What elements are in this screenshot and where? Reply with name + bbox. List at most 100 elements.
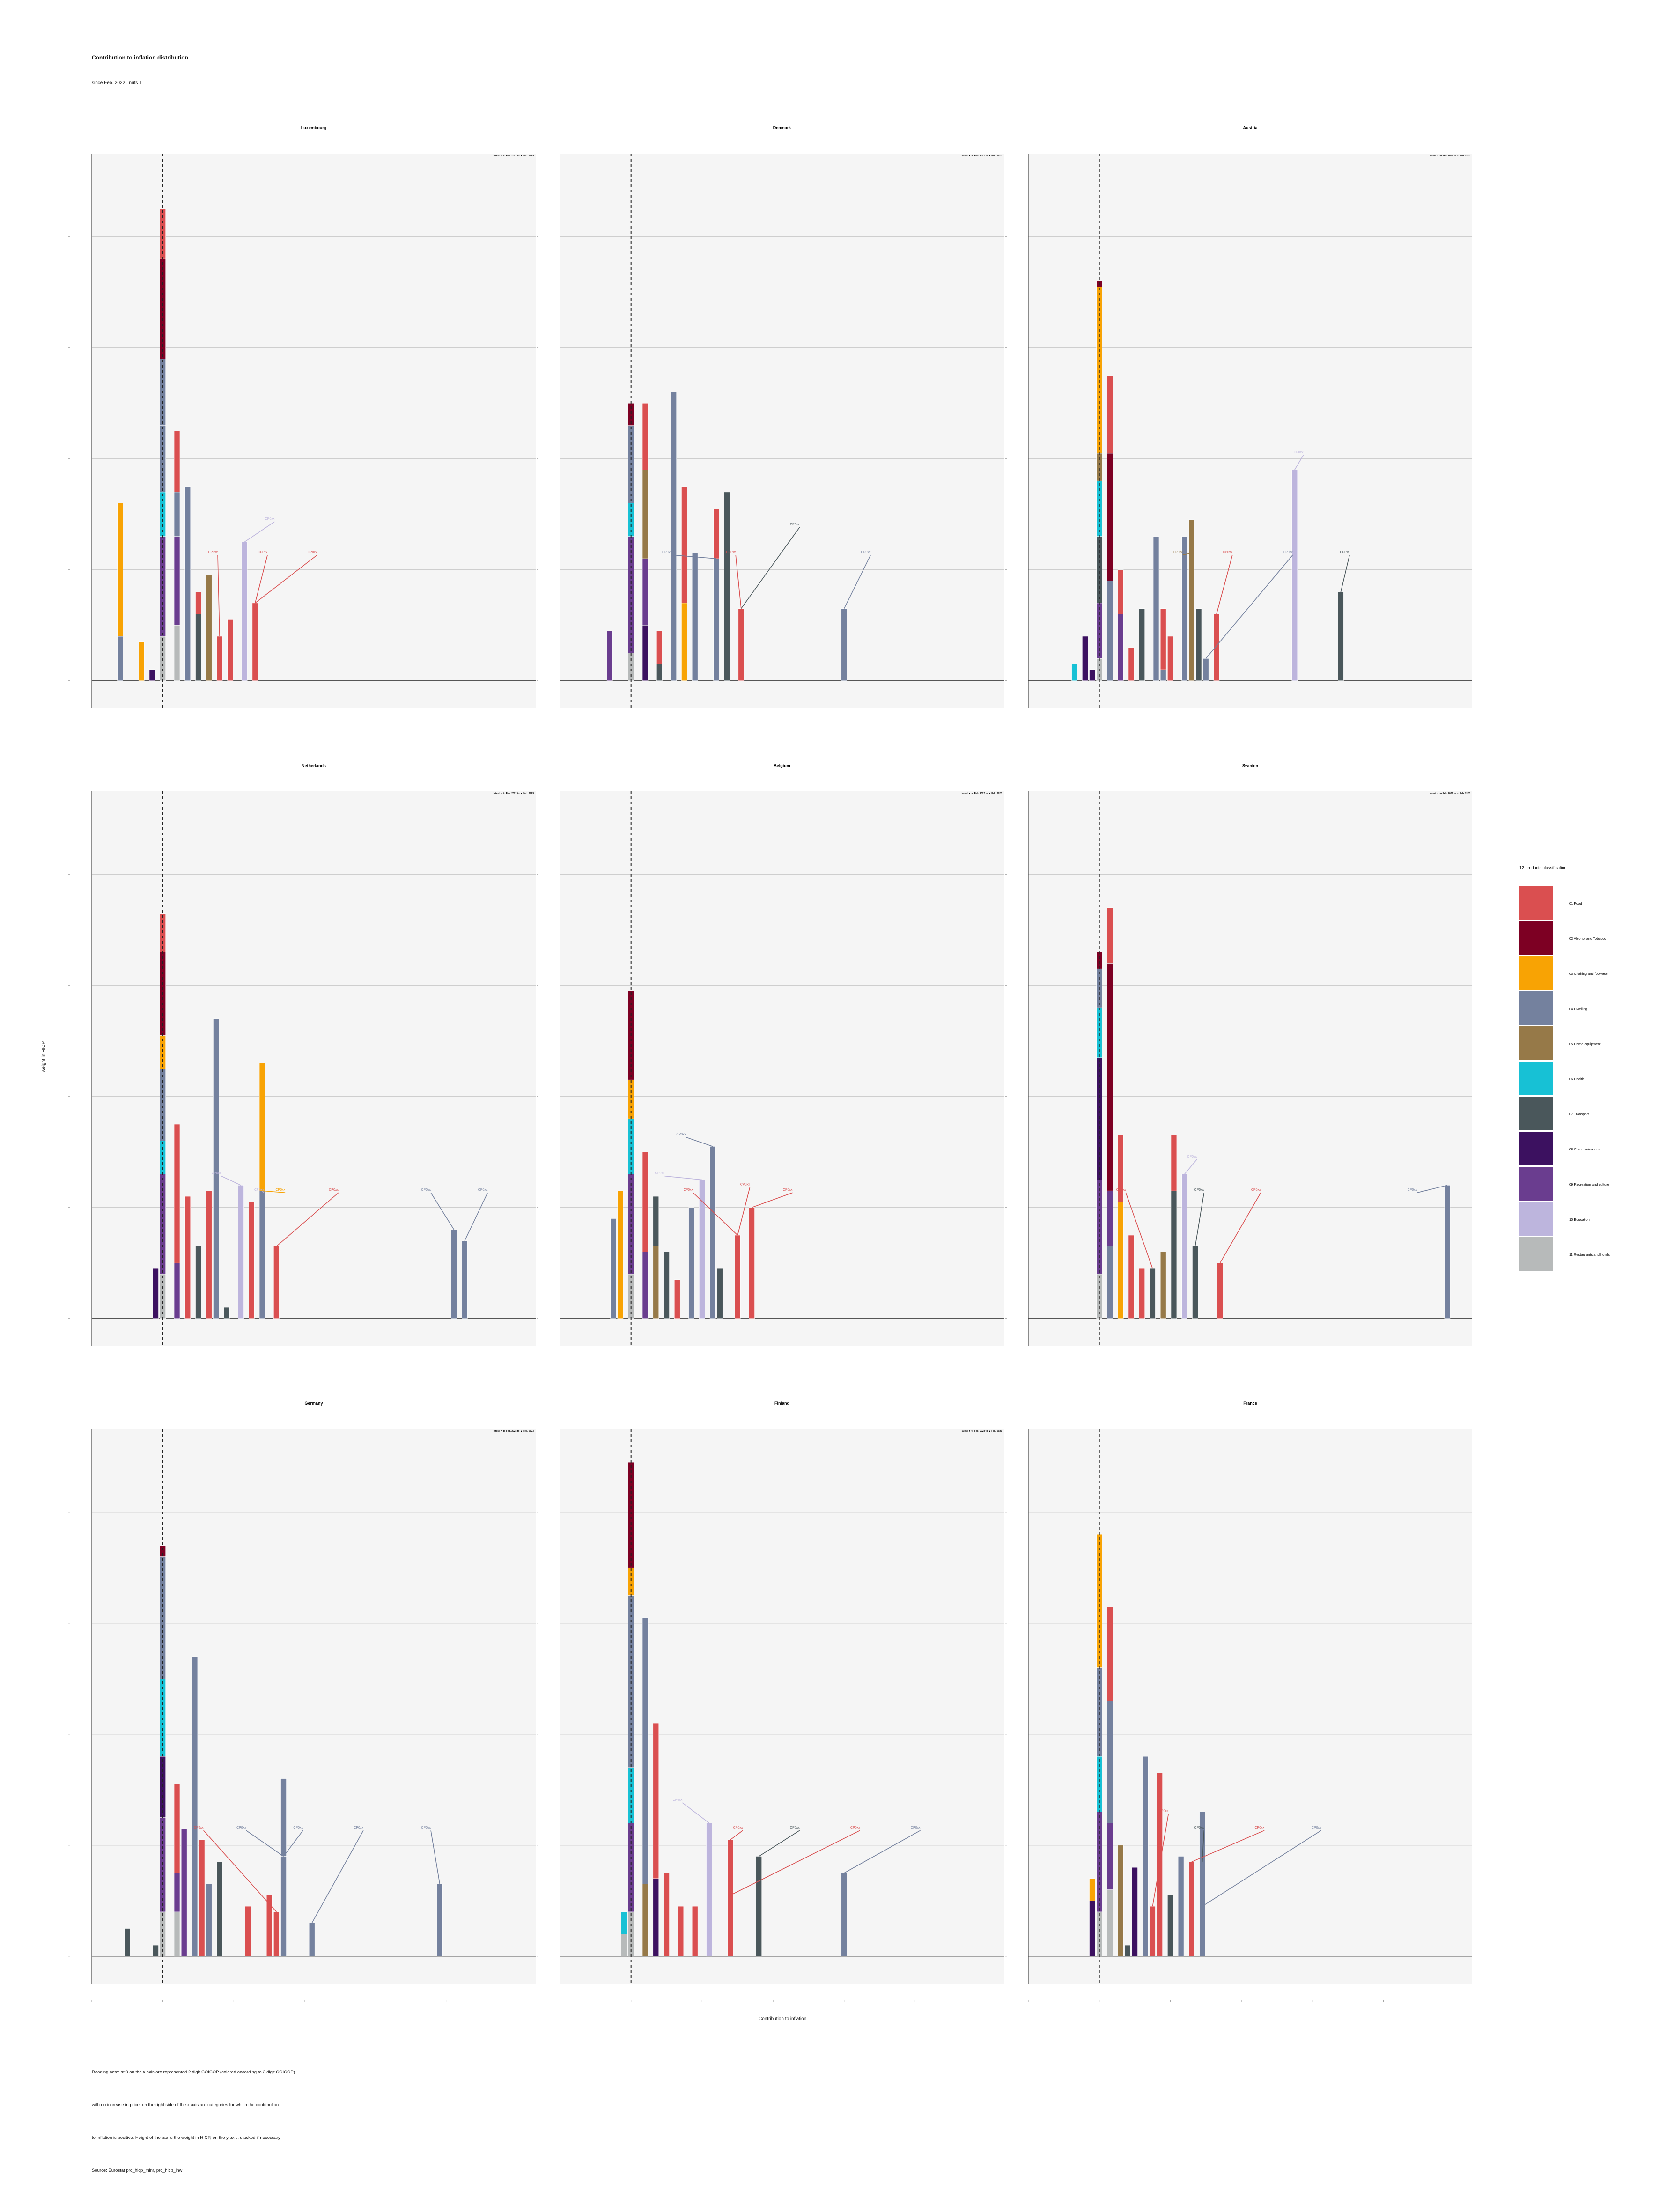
bar-label: CP0xx (1187, 1155, 1197, 1158)
bar-segment (1089, 1900, 1095, 1957)
bar-label: CP0xx (421, 1188, 431, 1192)
bar-label: CP0xx (308, 551, 317, 554)
label-leader-line (1125, 1192, 1153, 1269)
bar-segment (174, 1262, 180, 1319)
bar-label: CP0xx (1251, 1188, 1261, 1192)
label-leader-line (255, 555, 268, 604)
bar-segment (1071, 664, 1077, 681)
bar-label: CP0xx (1408, 1188, 1417, 1192)
bar-segment (716, 1268, 723, 1319)
bar-segment (280, 1778, 287, 1857)
label-leader-line (464, 1192, 488, 1241)
bar-label: CP0xx (1173, 551, 1183, 554)
legend-swatch (1519, 1237, 1553, 1271)
bar-segment (642, 1151, 649, 1252)
label-leader-line (262, 1190, 286, 1193)
bar-segment (749, 1207, 755, 1319)
bar-segment (610, 1218, 617, 1319)
panel-note: latest ▼ to Feb. 2022 to ▲ Feb. 2023 (494, 1430, 534, 1433)
bar-segment (280, 1856, 287, 1957)
bar-label: CP0xx (733, 1826, 743, 1829)
legend-swatch (1519, 1097, 1553, 1130)
bar-label: CP0xx (354, 1826, 363, 1829)
bar-segment (259, 1063, 265, 1191)
bar-label: CP0xx (1312, 1826, 1321, 1829)
bar-segment (436, 1884, 443, 1957)
panel-title: Germany (304, 1401, 323, 1406)
bar-segment (174, 492, 180, 537)
bar-segment (149, 669, 155, 681)
panel-title: France (1243, 1401, 1257, 1406)
label-leader-line (1182, 553, 1192, 555)
bar-segment (1153, 536, 1159, 681)
bar-segment (248, 1202, 255, 1319)
bar-segment (1188, 1862, 1195, 1957)
label-leader-line (671, 554, 716, 559)
label-leader-line (1340, 555, 1350, 592)
bar-label: CP0xx (236, 1826, 246, 1829)
bar-segment (174, 431, 180, 493)
bar-segment (606, 630, 613, 681)
panel-note: latest ▼ to Feb. 2022 to ▲ Feb. 2023 (962, 155, 1003, 157)
bar-segment (1199, 1812, 1205, 1957)
bar-segment (1096, 1667, 1102, 1757)
bar-segment (642, 625, 649, 681)
panel-france: France CP0xx CP0xx CP0xx CP0xx (1005, 1401, 1472, 2002)
bar-segment (642, 1252, 649, 1319)
bar-label: CP0xx (662, 551, 672, 554)
bar-label: CP0xx (684, 1188, 693, 1192)
bar-segment (451, 1229, 457, 1319)
bar-segment (245, 1906, 251, 1957)
bar-segment (656, 630, 663, 664)
bar-segment (138, 641, 145, 681)
bar-segment (1128, 647, 1135, 681)
bar-segment (192, 1656, 198, 1957)
legend-label: 07 Transport (1569, 1112, 1589, 1116)
panel-title: Denmark (773, 125, 792, 130)
bar-label: CP0xx (790, 523, 800, 526)
label-leader-line (221, 1175, 241, 1186)
panel-title: Belgium (774, 763, 790, 768)
legend-label: 04 Dwelling (1569, 1007, 1587, 1011)
bar-segment (1107, 1823, 1113, 1890)
source-note: Source: Eurostat prc_hicp_minr, prc_hicp… (92, 2168, 183, 2173)
label-leader-line (1205, 554, 1293, 659)
bar-segment (653, 1723, 659, 1879)
bar-segment (1167, 1895, 1173, 1957)
label-leader-line (693, 1192, 738, 1236)
legend-swatch (1519, 1062, 1553, 1095)
bar-segment (692, 1906, 698, 1957)
bar-segment (1117, 569, 1124, 614)
label-leader-line (1191, 1830, 1265, 1863)
bar-segment (1117, 1135, 1124, 1202)
bar-segment (1160, 1252, 1166, 1319)
bar-segment (181, 1828, 187, 1957)
bar-segment (1171, 1135, 1177, 1191)
bar-label: CP0xx (254, 1188, 264, 1192)
legend-swatch (1519, 991, 1553, 1025)
panel-background (92, 791, 536, 1346)
label-leader-line (1219, 1192, 1261, 1263)
panel-note: latest ▼ to Feb. 2022 to ▲ Feb. 2023 (494, 155, 534, 157)
bar-label: CP0xx (1283, 551, 1293, 554)
label-leader-line (1152, 1814, 1169, 1907)
bar-segment (642, 558, 649, 626)
panel-luxembourg: Luxembourg latest ▼ to Feb. 2022 to ▲ Feb… (68, 125, 536, 708)
panel-background (560, 1429, 1004, 1984)
legend-swatch (1519, 921, 1553, 955)
bar-segment (1128, 1235, 1135, 1319)
chart-subtitle: since Feb. 2022 , nuts 1 (92, 81, 142, 86)
bar-segment (664, 1873, 670, 1957)
bar-segment (184, 1196, 191, 1319)
bar-label: CP0xx (673, 1799, 683, 1802)
bar-segment (678, 1906, 684, 1957)
panel-background (1028, 791, 1472, 1346)
bar-segment (184, 486, 191, 681)
bar-segment (195, 614, 201, 681)
bar-segment (1107, 1246, 1113, 1319)
bar-segment (738, 608, 745, 681)
bar-segment (1107, 453, 1113, 581)
bar-segment (216, 1862, 223, 1957)
bar-segment (1107, 1889, 1113, 1957)
bar-segment (1192, 1246, 1198, 1319)
